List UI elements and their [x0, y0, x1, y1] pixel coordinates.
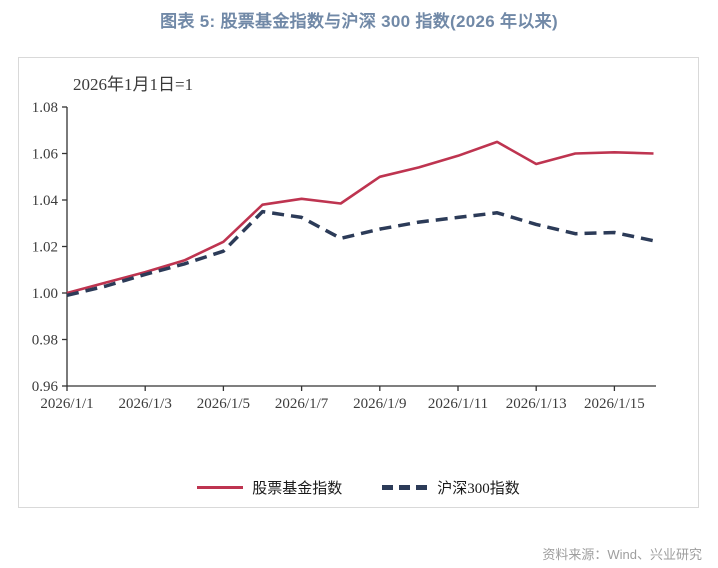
chart-card: 0.96 0.98 1.00 1.02 1.04 1.06 1.08 2026/1/1 2026… — [18, 57, 699, 508]
solid-line-swatch-icon — [197, 485, 244, 490]
svg-text:2026/1/13: 2026/1/13 — [506, 396, 567, 412]
svg-text:1.08: 1.08 — [32, 100, 58, 116]
legend-label-csi300-index: 沪深300指数 — [437, 481, 520, 497]
chart-legend: 股票基金指数 沪深300指数 — [19, 477, 698, 498]
svg-text:2026/1/3: 2026/1/3 — [119, 396, 172, 412]
svg-text:1.00: 1.00 — [32, 286, 58, 302]
svg-text:0.98: 0.98 — [32, 333, 58, 349]
legend-label-fund-index: 股票基金指数 — [252, 481, 343, 497]
svg-text:1.02: 1.02 — [32, 240, 58, 256]
svg-text:2026/1/7: 2026/1/7 — [275, 396, 329, 412]
legend-item-fund-index: 股票基金指数 — [197, 477, 342, 498]
dashed-line-swatch-icon — [382, 485, 429, 490]
svg-text:2026/1/11: 2026/1/11 — [428, 396, 488, 412]
source-note: 资料来源：Wind、兴业研究 — [542, 547, 702, 562]
svg-text:1.06: 1.06 — [32, 147, 59, 163]
legend-item-csi300-index: 沪深300指数 — [382, 477, 520, 498]
svg-text:2026/1/15: 2026/1/15 — [584, 396, 645, 412]
base-date-annotation: 2026年1月1日=1 — [73, 75, 194, 94]
svg-text:2026/1/5: 2026/1/5 — [197, 396, 250, 412]
svg-text:0.96: 0.96 — [32, 379, 59, 395]
chart-canvas: 0.96 0.98 1.00 1.02 1.04 1.06 1.08 2026/1/1 2026… — [32, 100, 656, 412]
page-title: 图表 5: 股票基金指数与沪深 300 指数(2026 年以来) — [160, 12, 558, 31]
svg-text:2026/1/1: 2026/1/1 — [40, 396, 93, 412]
svg-text:1.04: 1.04 — [32, 193, 59, 209]
svg-text:2026/1/9: 2026/1/9 — [353, 396, 406, 412]
